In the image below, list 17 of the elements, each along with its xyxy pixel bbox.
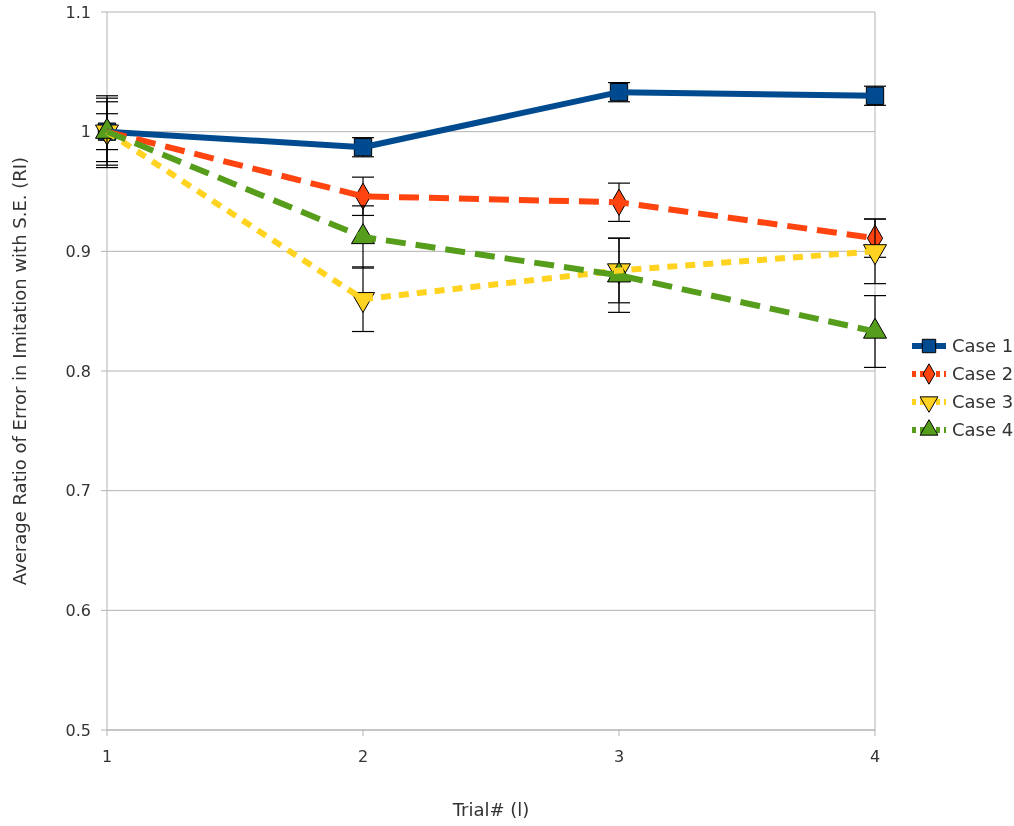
y-tick-label: 0.5 <box>65 720 91 740</box>
legend-label: Case 3 <box>952 391 1014 413</box>
y-tick-label: 0.9 <box>65 241 91 261</box>
y-tick-label: 0.8 <box>65 361 91 381</box>
legend-label: Case 1 <box>952 335 1014 357</box>
x-tick-label: 4 <box>869 747 881 766</box>
x-axis-title: Trial# (l) <box>451 799 530 820</box>
y-tick-label: 0.6 <box>65 600 91 620</box>
x-tick-label: 1 <box>101 747 113 766</box>
legend-label: Case 4 <box>952 419 1014 441</box>
x-tick-label: 2 <box>357 747 369 766</box>
legend-label: Case 2 <box>952 363 1014 385</box>
x-tick-label: 3 <box>613 747 625 766</box>
y-tick-label: 0.7 <box>65 481 91 501</box>
y-tick-label: 1 <box>80 122 91 142</box>
y-tick-label: 1.1 <box>65 2 91 22</box>
y-axis-title: Average Ratio of Error in Imitation with S.E. (RI) <box>9 156 30 586</box>
